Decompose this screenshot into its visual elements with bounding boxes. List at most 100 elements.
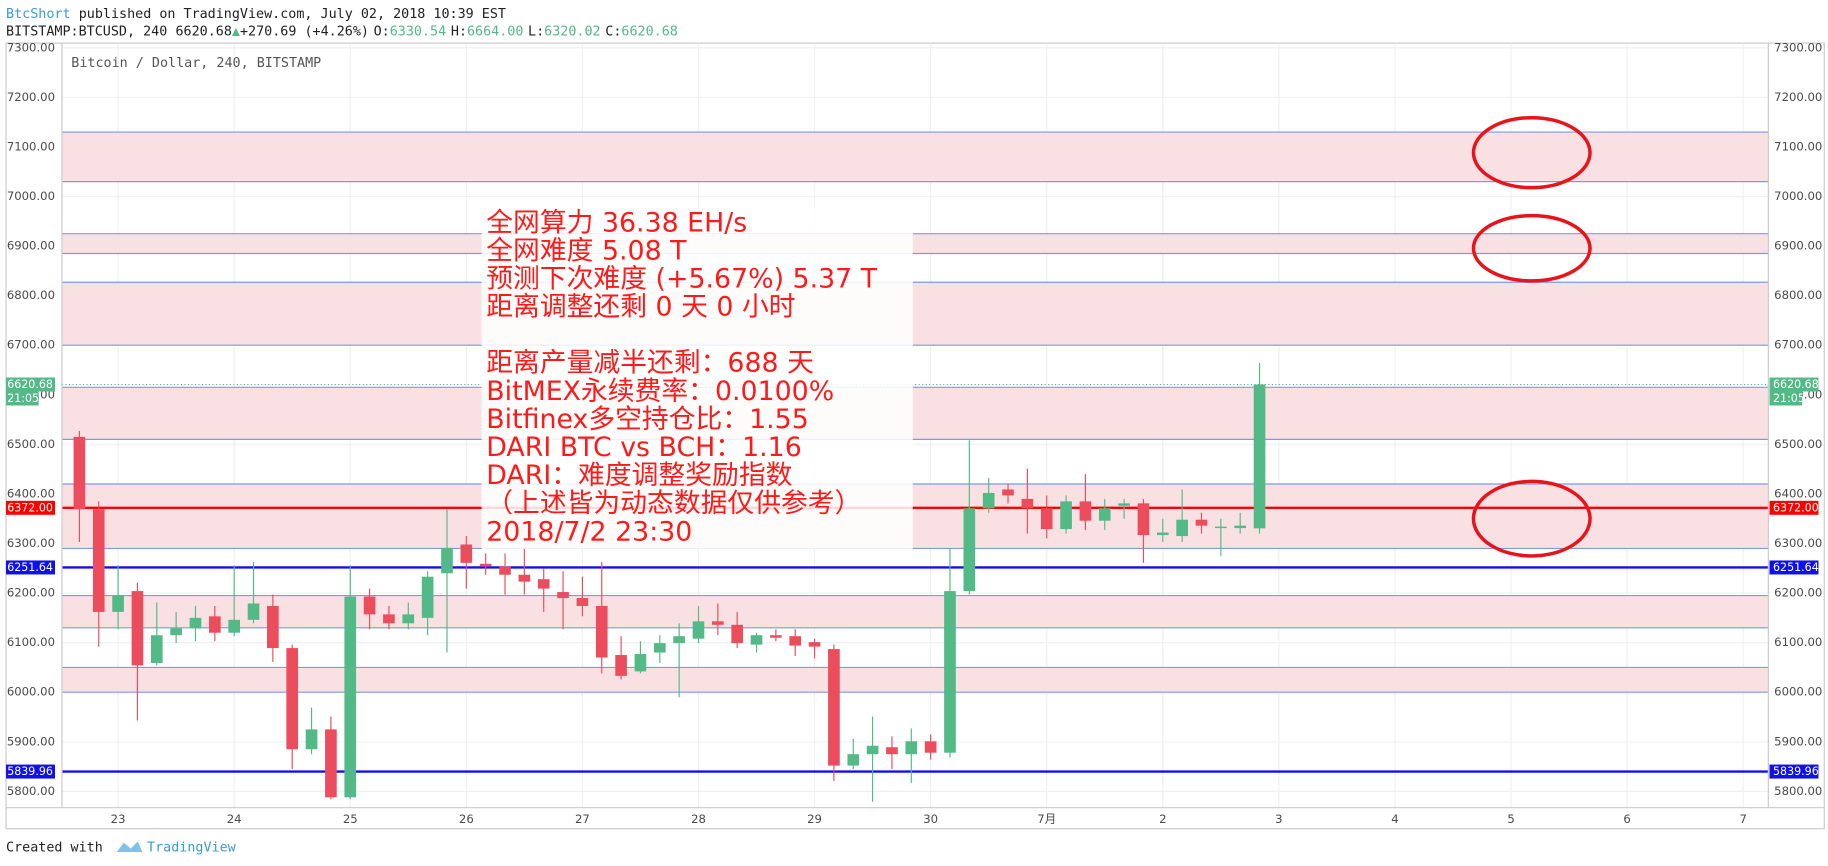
y-tick-label: 7100.00 [1774,139,1822,153]
candle-body [460,544,473,563]
y-tick-label: 6100.00 [7,635,55,649]
candle-body [557,592,569,599]
footer-brand[interactable]: TradingView [147,840,237,855]
publish-line: BtcShort published on TradingView.com, Ju… [6,7,506,22]
ohlc-value: 6664.00 [467,24,523,39]
candle-body [1234,525,1247,529]
price-tag [6,377,55,392]
annotation-line: （上述皆为动态数据仅供参考） [486,488,861,519]
candle-body [712,621,724,625]
candle-body [150,635,163,663]
candle-body [479,563,492,567]
candle-body [208,616,221,633]
ohlc-label: H: [451,24,467,39]
published: published on TradingView.com, July 02, 2… [79,7,506,22]
y-tick-label: 6700.00 [7,338,55,352]
candle-body [828,649,840,766]
zone [61,132,1769,182]
candle-body [1079,501,1092,521]
y-tick-label: 6300.00 [1774,536,1822,550]
y-tick-label: 6100.00 [1774,635,1822,649]
chart-title: Bitcoin / Dollar, 240, BITSTAMP [71,56,321,71]
y-tick-label: 6300.00 [7,536,55,550]
ohlc-label: L: [528,24,544,39]
countdown: 21:05 [7,392,39,405]
candle-body [363,596,376,615]
x-tick-label: 23 [111,812,126,826]
candle-body [615,655,627,676]
candle-body [847,754,860,766]
footer-text: Created with [6,840,103,855]
candle-body [1253,384,1266,529]
candle-body [344,596,357,798]
price-tag-label: 6620.68 [1773,378,1819,391]
candle-body [1021,498,1034,509]
price-tag [6,764,55,779]
annotation-line: 2018/7/2 23:30 [486,516,692,547]
y-tick-label: 6700.00 [1774,338,1822,352]
y-tick-label: 7000.00 [7,189,55,203]
candle-body [228,619,240,633]
candle-body [963,508,976,592]
price-tag [1769,764,1819,779]
plot [61,44,1769,808]
candle-body [634,654,647,672]
x-tick-label: 26 [459,812,474,826]
candle-body [692,621,705,639]
candle-body [421,576,434,618]
candle-body [944,591,956,753]
candle-body [731,624,744,644]
y-tick-label: 6400.00 [7,486,55,500]
x-tick-label: 29 [807,812,822,826]
x-tick-label: 5 [1507,812,1514,826]
y-tick-label: 7200.00 [7,90,55,104]
price-tag-label: 6251.64 [1773,561,1819,574]
candle-body [1060,501,1072,530]
candle-body [576,598,589,606]
highlight-ellipse [1471,213,1592,283]
candle-body [886,747,898,755]
price-tag-label: 6620.68 [7,378,53,391]
x-tick-label: 27 [575,812,590,826]
last: 6620.68 [175,24,231,39]
countdown-tag [6,391,39,406]
x-tick-label: 25 [343,812,358,826]
price-tag [1769,500,1819,515]
candle-body [383,614,395,624]
candle-body [653,643,666,653]
y-tick-label: 5800.00 [7,784,55,798]
candle-body [499,566,511,575]
x-tick-label: 6 [1623,812,1630,826]
candle-body [305,729,318,750]
ohlc-value: 6620.68 [621,24,677,39]
arrow: ▲ [232,24,241,39]
annotation-box [481,207,913,549]
candle-body [789,636,802,646]
annotation-line: DARI：难度调整奖励指数 [486,460,792,491]
price-tag [6,560,55,575]
ohlc-value: 6330.54 [390,24,446,39]
candle-body [170,628,182,636]
y-tick-label: 6400.00 [1774,486,1822,500]
price-tag-label: 6372.00 [7,501,53,514]
candle-body [1156,532,1169,536]
author[interactable]: BtcShort [6,7,71,22]
countdown: 21:05 [1773,392,1805,405]
candle-body [905,741,918,755]
highlight-ellipse [1471,115,1592,190]
change: +270.69 (+4.26%) [240,24,369,39]
candle-body [1002,489,1014,496]
candle-body [286,648,299,750]
symbol: BITSTAMP:BTCUSD, 240 [6,24,167,39]
candle-body [537,579,550,589]
candle-body [750,635,763,645]
candle-body [866,745,879,755]
zone [61,484,1769,549]
candle-body [1215,526,1227,529]
candle-body [92,509,105,612]
candle-body [673,636,685,644]
annotation-line: BitMEX永续费率：0.0100% [486,376,834,407]
price-tag-label: 5839.96 [7,765,53,778]
x-tick-label: 28 [691,812,706,826]
